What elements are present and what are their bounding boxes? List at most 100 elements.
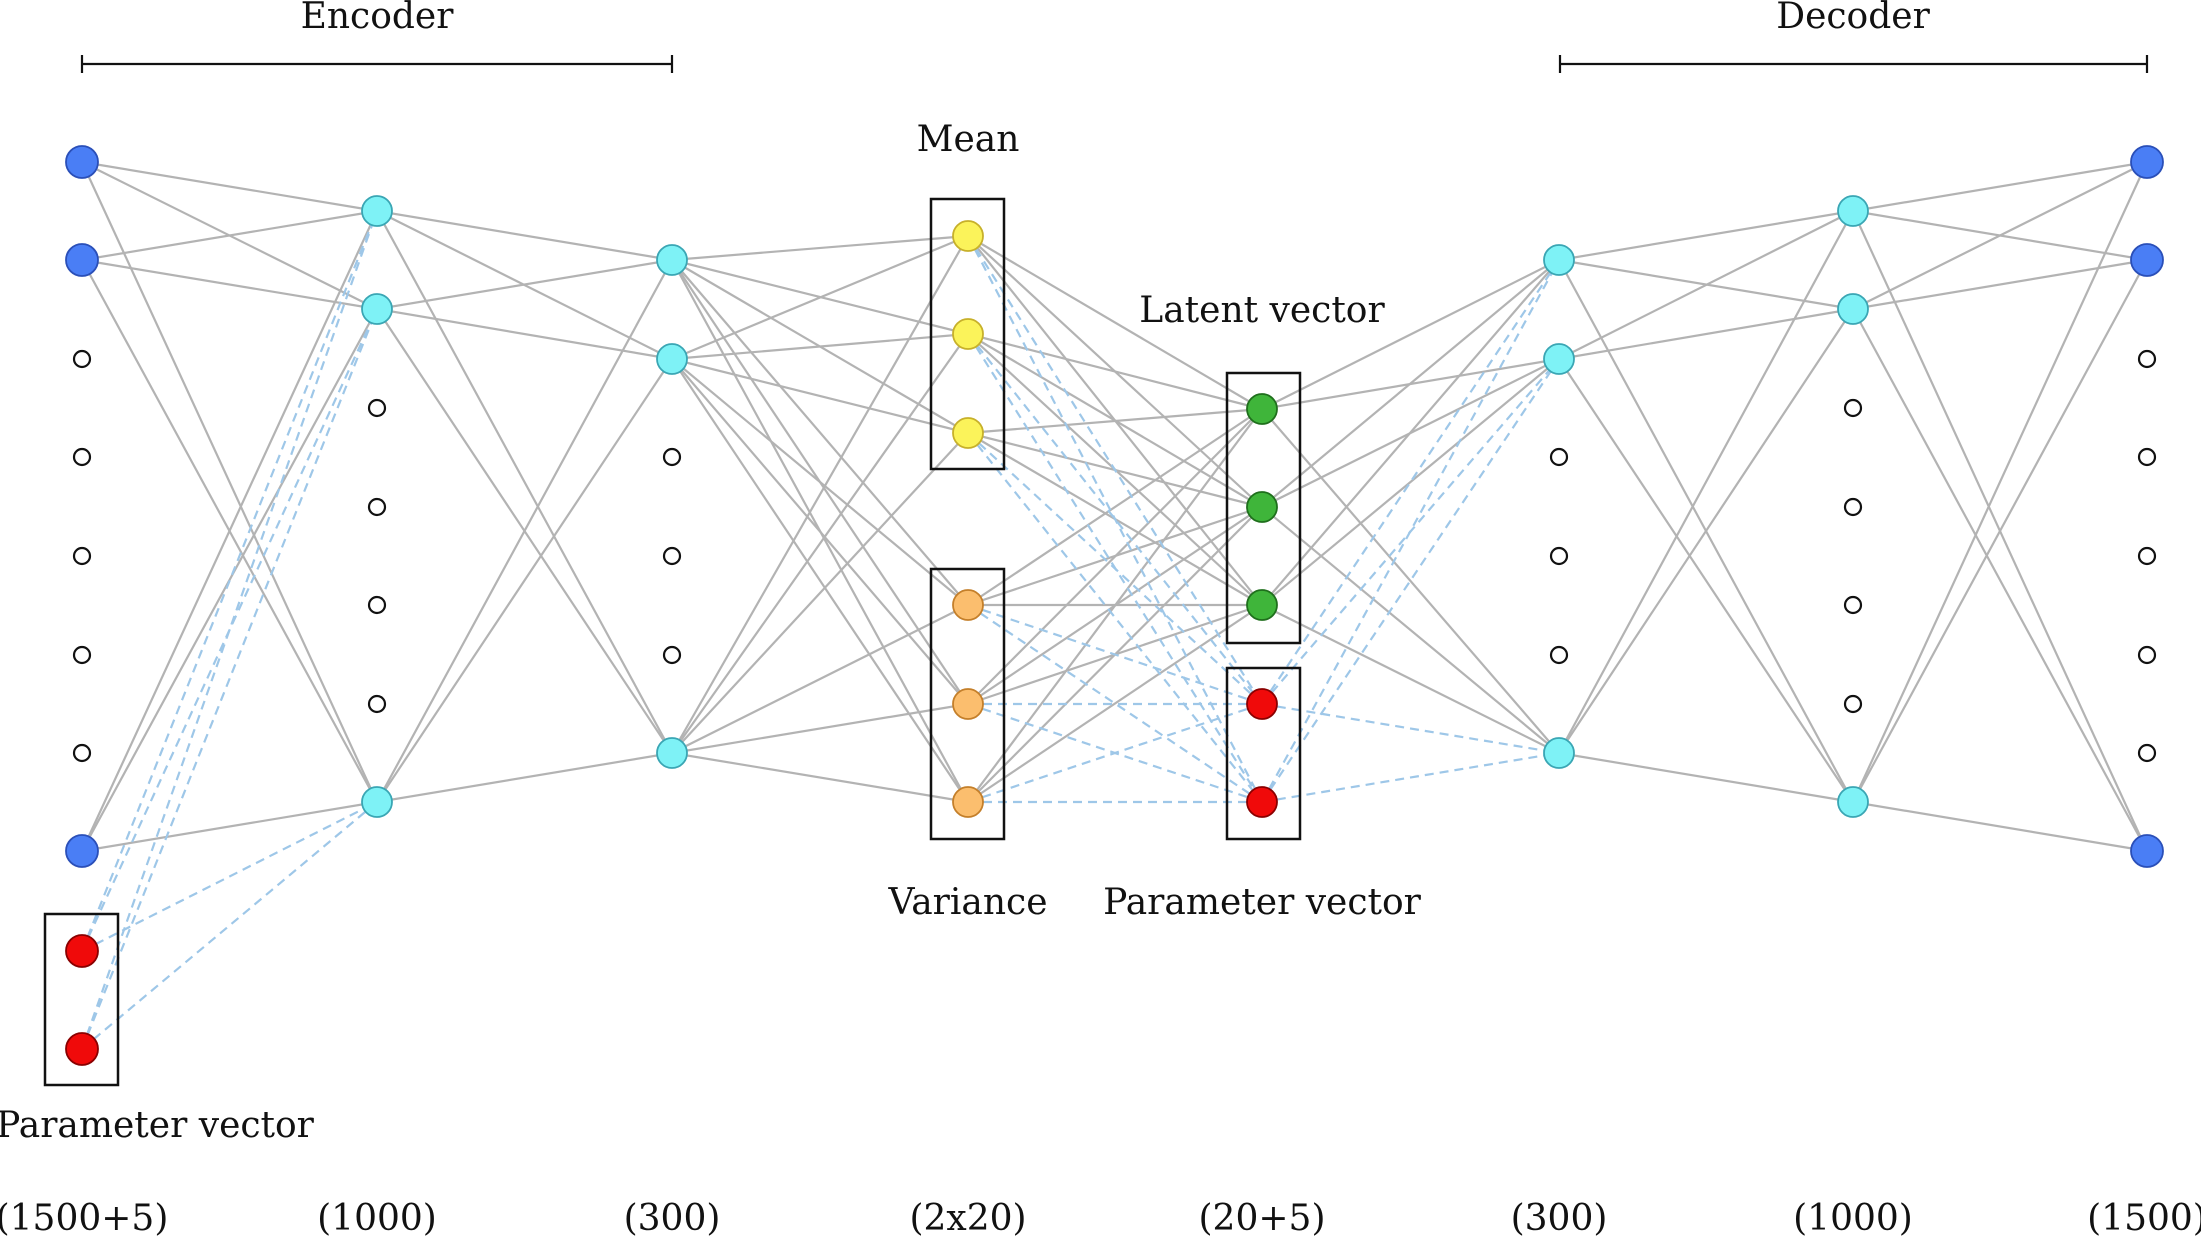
connections xyxy=(81,160,2148,853)
ellipsis-dot xyxy=(1843,497,1863,517)
edge xyxy=(1558,210,1854,360)
edge xyxy=(376,210,673,754)
hidden-node xyxy=(656,737,688,769)
edge xyxy=(1558,358,1854,803)
layer-size-label: (1500) xyxy=(2087,1198,2201,1239)
parameter-edge xyxy=(1261,702,1560,755)
ellipsis-dot xyxy=(367,694,387,714)
input-parameter-node xyxy=(65,934,99,968)
decoder-label: Decoder xyxy=(1776,0,1930,37)
hidden-node xyxy=(361,293,393,325)
ellipsis-dot xyxy=(662,546,682,566)
ellipsis-dot xyxy=(1843,595,1863,615)
edge xyxy=(81,160,378,213)
parameter-edge xyxy=(1261,259,1560,803)
edge xyxy=(1558,751,1854,804)
ellipsis-dot xyxy=(1549,645,1569,665)
edge xyxy=(671,259,969,606)
hidden-node xyxy=(1837,293,1869,325)
edge xyxy=(81,308,378,852)
parameter-edge xyxy=(967,235,1263,803)
edge xyxy=(376,751,673,804)
variance-node xyxy=(952,786,984,818)
latent-parameter-node xyxy=(1246,688,1278,720)
layer-size-label: (300) xyxy=(624,1198,721,1239)
edge xyxy=(376,307,673,361)
edge xyxy=(671,358,969,705)
edge xyxy=(1852,161,2148,803)
parameter-edge xyxy=(967,432,1263,705)
edge xyxy=(671,358,969,803)
mean-node xyxy=(952,318,984,350)
edge xyxy=(1261,358,1560,606)
layer-size-label: (20+5) xyxy=(1199,1198,1326,1239)
latent-parameter-node xyxy=(1246,786,1278,818)
encoder-bracket xyxy=(80,55,674,73)
hidden-node xyxy=(1543,737,1575,769)
parameter-connections xyxy=(80,210,1560,1050)
ellipsis-dot xyxy=(662,447,682,467)
ellipsis-dot xyxy=(2137,349,2157,369)
latent-node xyxy=(1246,589,1278,621)
encoder-label: Encoder xyxy=(301,0,455,37)
latent-node xyxy=(1246,393,1278,425)
output-node xyxy=(2130,243,2164,277)
parameter-edge xyxy=(81,801,378,952)
ellipsis-dot xyxy=(2137,447,2157,467)
hidden-node xyxy=(1837,195,1869,227)
ellipsis-dot xyxy=(1549,447,1569,467)
hidden-node xyxy=(1543,343,1575,375)
edge xyxy=(1261,506,1560,754)
edge xyxy=(967,408,1263,803)
edge xyxy=(671,235,969,754)
edge xyxy=(967,235,1263,410)
edge xyxy=(671,432,969,754)
ellipsis-dot xyxy=(2137,645,2157,665)
parameter-edge xyxy=(81,308,378,952)
edge xyxy=(81,210,378,852)
mean-box xyxy=(929,197,1006,471)
variance-node xyxy=(952,688,984,720)
parameter-edge xyxy=(1261,751,1560,804)
hidden-node xyxy=(656,343,688,375)
layer-size-label: (300) xyxy=(1511,1198,1608,1239)
edge xyxy=(1261,259,1560,606)
variance-label: Variance xyxy=(888,882,1048,923)
decoder-bracket xyxy=(1558,55,2149,73)
edge xyxy=(81,209,378,262)
parameter-edge xyxy=(967,235,1263,705)
edge xyxy=(967,604,1263,803)
edge xyxy=(1261,259,1560,508)
edge xyxy=(1261,408,1560,754)
mean-label: Mean xyxy=(917,119,1020,160)
nodes xyxy=(65,145,2164,1066)
output-node xyxy=(2130,834,2164,868)
hidden-node xyxy=(656,244,688,276)
ellipsis-dot xyxy=(1843,694,1863,714)
ellipsis-dot xyxy=(662,645,682,665)
ellipsis-dot xyxy=(1843,398,1863,418)
edge xyxy=(967,407,1263,435)
edge xyxy=(1261,259,1560,410)
edge xyxy=(1852,800,2148,853)
ellipsis-dot xyxy=(2137,546,2157,566)
layer-size-label: (2x20) xyxy=(909,1198,1026,1239)
edge xyxy=(376,259,673,803)
parameter-edge xyxy=(80,210,379,952)
edge xyxy=(81,800,378,853)
hidden-node xyxy=(1543,244,1575,276)
edge xyxy=(1558,210,1854,754)
mean-node xyxy=(952,220,984,252)
parameter-edge xyxy=(967,333,1263,705)
edge xyxy=(1852,258,2148,311)
edge xyxy=(671,751,969,804)
ellipsis-dot xyxy=(72,349,92,369)
ellipsis-dot xyxy=(72,546,92,566)
edge xyxy=(671,333,969,754)
input-node xyxy=(65,834,99,868)
edge xyxy=(967,408,1263,705)
parameter-edge xyxy=(967,432,1263,803)
edge xyxy=(376,358,673,803)
ellipsis-dot xyxy=(2137,743,2157,763)
parameter-edge xyxy=(80,308,379,1050)
